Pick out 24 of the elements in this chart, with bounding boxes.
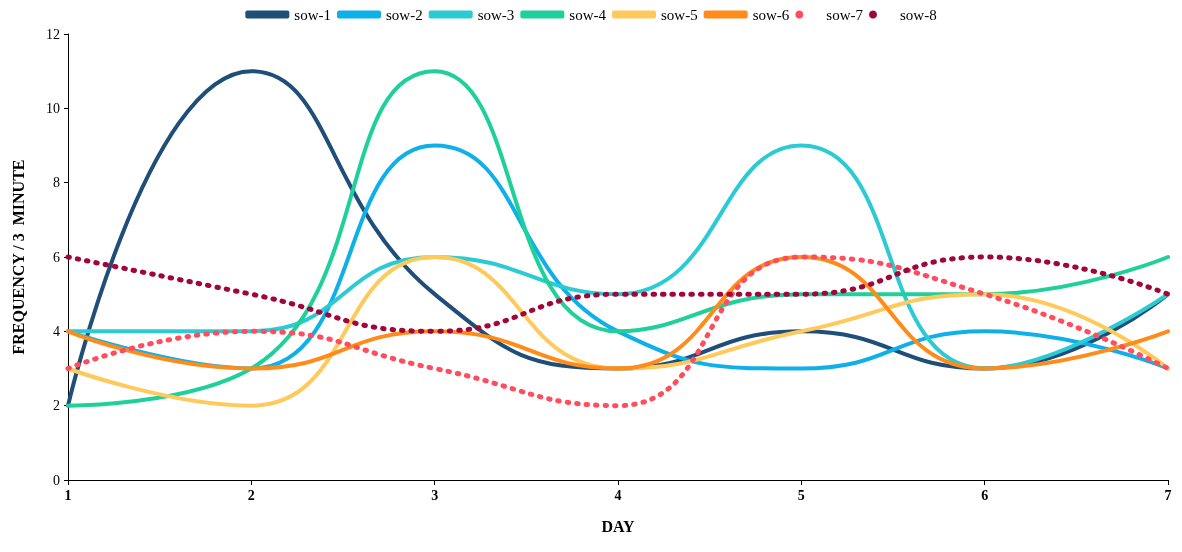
x-tick-label: 2 bbox=[247, 487, 255, 503]
y-tick-label: 10 bbox=[46, 100, 60, 116]
x-tick-label: 4 bbox=[614, 487, 622, 503]
y-tick-label: 2 bbox=[53, 398, 60, 414]
legend-label: sow-4 bbox=[569, 6, 607, 23]
x-axis-title: DAY bbox=[601, 517, 636, 535]
x-tick-label: 3 bbox=[431, 487, 439, 503]
x-tick-label: 1 bbox=[64, 487, 72, 503]
x-tick-label: 6 bbox=[981, 487, 989, 503]
x-tick-label: 7 bbox=[1164, 487, 1172, 503]
y-tick-label: 4 bbox=[53, 323, 60, 339]
y-tick-label: 12 bbox=[46, 26, 60, 42]
legend-label: sow-1 bbox=[294, 6, 332, 23]
y-tick-label: 8 bbox=[53, 175, 60, 191]
legend-label: sow-7 bbox=[826, 6, 864, 23]
y-tick-label: 0 bbox=[53, 472, 60, 488]
x-tick-label: 5 bbox=[797, 487, 805, 503]
legend-label: sow-6 bbox=[752, 6, 790, 23]
legend-label: sow-2 bbox=[386, 6, 423, 23]
legend-label: sow-5 bbox=[661, 6, 698, 23]
legend-label: sow-8 bbox=[900, 6, 937, 23]
y-axis-title: FREQUENCY / 3 MINUTE bbox=[9, 159, 27, 355]
legend-label: sow-3 bbox=[477, 6, 515, 23]
y-tick-label: 6 bbox=[53, 249, 60, 265]
